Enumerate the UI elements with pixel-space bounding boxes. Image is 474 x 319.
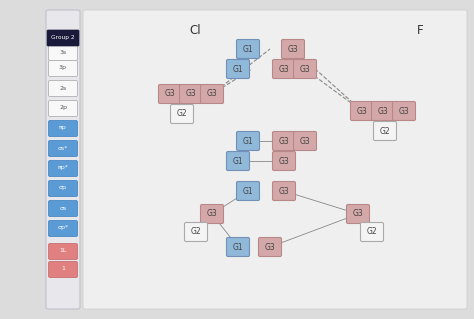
Text: 3s: 3s <box>59 49 67 55</box>
FancyBboxPatch shape <box>237 182 259 201</box>
Text: 2p: 2p <box>59 106 67 110</box>
FancyBboxPatch shape <box>227 238 249 256</box>
FancyBboxPatch shape <box>201 204 224 224</box>
Text: G3: G3 <box>399 107 410 115</box>
Text: G2: G2 <box>177 109 187 118</box>
Text: G1: G1 <box>243 187 253 196</box>
FancyBboxPatch shape <box>48 243 78 259</box>
FancyBboxPatch shape <box>48 220 78 236</box>
FancyBboxPatch shape <box>46 10 80 309</box>
FancyBboxPatch shape <box>346 204 370 224</box>
FancyBboxPatch shape <box>350 101 374 121</box>
Text: G1: G1 <box>233 242 243 251</box>
Text: G1: G1 <box>243 137 253 145</box>
FancyBboxPatch shape <box>48 181 78 197</box>
Text: G3: G3 <box>378 107 388 115</box>
FancyBboxPatch shape <box>237 40 259 58</box>
FancyBboxPatch shape <box>273 182 295 201</box>
FancyBboxPatch shape <box>293 131 317 151</box>
Text: G1: G1 <box>233 157 243 166</box>
Text: G3: G3 <box>288 44 298 54</box>
FancyBboxPatch shape <box>47 30 79 46</box>
Text: G2: G2 <box>380 127 390 136</box>
Text: G3: G3 <box>207 90 218 99</box>
FancyBboxPatch shape <box>227 152 249 170</box>
Text: G3: G3 <box>300 137 310 145</box>
Text: Cl: Cl <box>189 25 201 38</box>
Text: G3: G3 <box>279 137 289 145</box>
FancyBboxPatch shape <box>372 101 394 121</box>
FancyBboxPatch shape <box>374 122 396 140</box>
Text: G3: G3 <box>279 64 289 73</box>
FancyBboxPatch shape <box>282 40 304 58</box>
Text: G3: G3 <box>279 157 289 166</box>
Text: G3: G3 <box>186 90 196 99</box>
FancyBboxPatch shape <box>201 85 224 103</box>
Text: G3: G3 <box>207 210 218 219</box>
Text: G1: G1 <box>243 44 253 54</box>
FancyBboxPatch shape <box>48 80 78 97</box>
Text: σs*: σs* <box>58 145 68 151</box>
FancyBboxPatch shape <box>48 140 78 157</box>
FancyBboxPatch shape <box>48 61 78 77</box>
FancyBboxPatch shape <box>258 238 282 256</box>
Text: 1: 1 <box>61 266 65 271</box>
FancyBboxPatch shape <box>48 121 78 137</box>
Text: σp*: σp* <box>57 226 69 231</box>
Text: Group 2: Group 2 <box>51 35 75 41</box>
Text: G3: G3 <box>264 242 275 251</box>
Text: G3: G3 <box>279 187 289 196</box>
FancyBboxPatch shape <box>48 201 78 217</box>
FancyBboxPatch shape <box>180 85 202 103</box>
FancyBboxPatch shape <box>83 10 467 309</box>
Text: G2: G2 <box>367 227 377 236</box>
FancyBboxPatch shape <box>392 101 416 121</box>
FancyBboxPatch shape <box>171 105 193 123</box>
Text: G3: G3 <box>300 64 310 73</box>
FancyBboxPatch shape <box>273 131 295 151</box>
Text: πp*: πp* <box>57 166 68 170</box>
FancyBboxPatch shape <box>158 85 182 103</box>
FancyBboxPatch shape <box>273 60 295 78</box>
FancyBboxPatch shape <box>237 131 259 151</box>
Text: 2s: 2s <box>59 85 67 91</box>
FancyBboxPatch shape <box>227 60 249 78</box>
Text: 3p: 3p <box>59 65 67 70</box>
Text: 1L: 1L <box>59 249 67 254</box>
Text: σs: σs <box>59 205 67 211</box>
Text: F: F <box>417 25 423 38</box>
Text: G2: G2 <box>191 227 201 236</box>
Text: σp: σp <box>59 186 67 190</box>
FancyBboxPatch shape <box>361 222 383 241</box>
FancyBboxPatch shape <box>293 60 317 78</box>
Text: G3: G3 <box>353 210 364 219</box>
FancyBboxPatch shape <box>48 100 78 116</box>
FancyBboxPatch shape <box>48 262 78 278</box>
FancyBboxPatch shape <box>48 160 78 176</box>
Text: πp: πp <box>59 125 67 130</box>
FancyBboxPatch shape <box>273 152 295 170</box>
Text: G3: G3 <box>356 107 367 115</box>
Text: G1: G1 <box>233 64 243 73</box>
FancyBboxPatch shape <box>184 222 208 241</box>
FancyBboxPatch shape <box>48 44 78 61</box>
Text: G3: G3 <box>164 90 175 99</box>
